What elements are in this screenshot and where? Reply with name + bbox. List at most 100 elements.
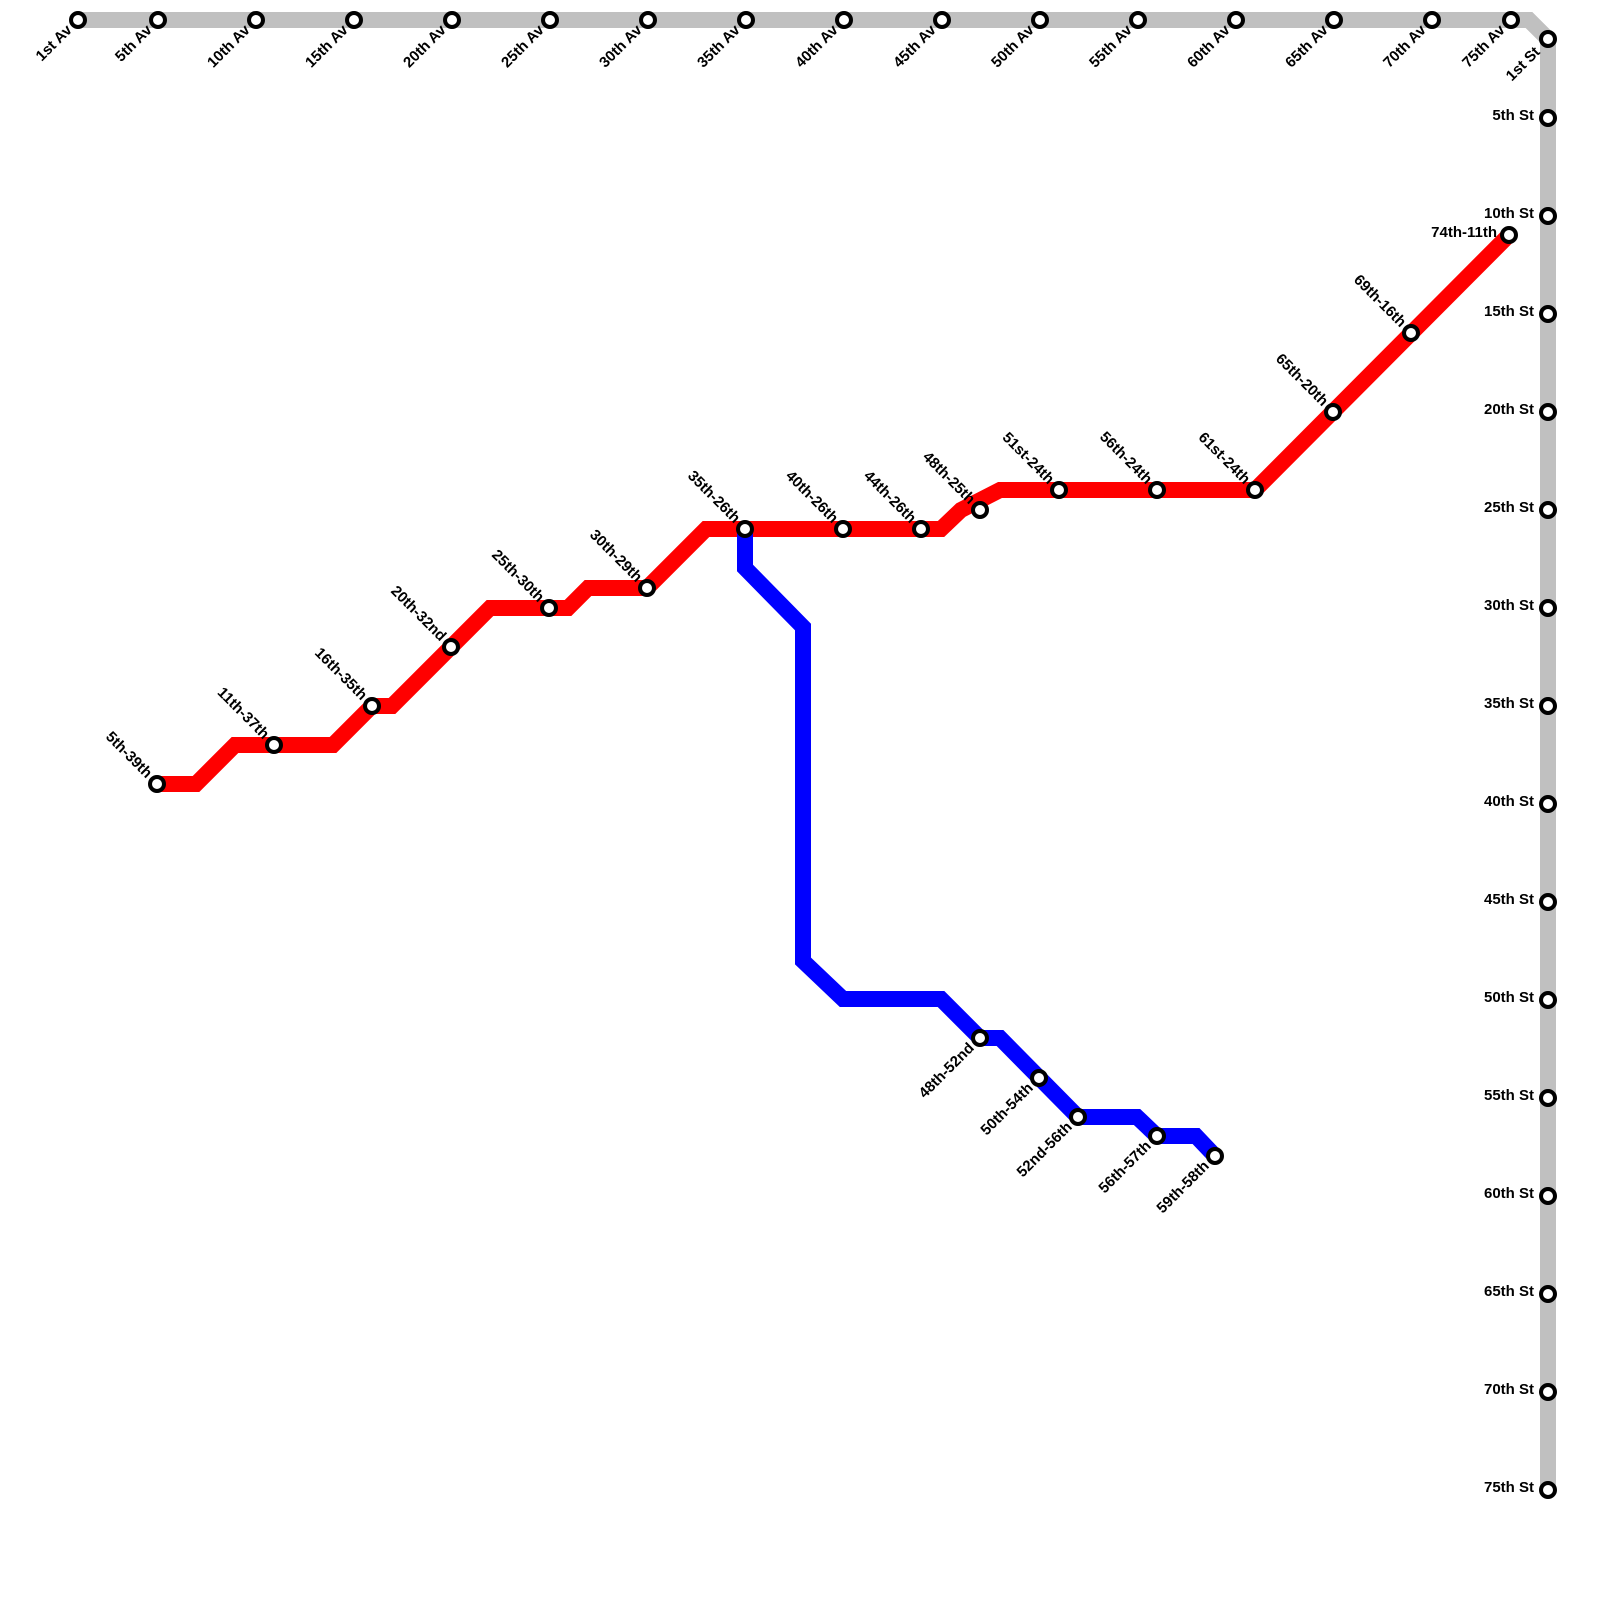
street-label: 30th St <box>1484 597 1534 614</box>
station <box>639 11 657 29</box>
station <box>1246 481 1264 499</box>
street-label: 10th St <box>1484 205 1534 222</box>
street-label: 50th St <box>1484 989 1534 1006</box>
station-label: 40th-26th <box>782 467 841 526</box>
avenue-label: 70th Av <box>1380 21 1430 71</box>
station <box>1539 305 1557 323</box>
station <box>1539 207 1557 225</box>
station <box>737 11 755 29</box>
avenue-label: 30th Av <box>596 21 646 71</box>
station <box>345 11 363 29</box>
station <box>1129 11 1147 29</box>
station-label: 51st-24th <box>999 429 1058 488</box>
station-label: 56th-57th <box>1095 1138 1154 1197</box>
street-label: 35th St <box>1484 695 1534 712</box>
avenue-label: 45th Av <box>890 21 940 71</box>
station-label: 69th-16th <box>1350 271 1409 330</box>
station <box>1148 481 1166 499</box>
station <box>1539 1285 1557 1303</box>
station <box>1539 795 1557 813</box>
avenue-label: 15th Av <box>302 21 352 71</box>
station <box>1539 599 1557 617</box>
station <box>1539 501 1557 519</box>
station <box>1030 1069 1048 1087</box>
station <box>834 520 852 538</box>
avenue-label: 50th Av <box>988 21 1038 71</box>
station <box>1539 893 1557 911</box>
street-label: 45th St <box>1484 891 1534 908</box>
station <box>1227 11 1245 29</box>
station <box>69 11 87 29</box>
station <box>363 697 381 715</box>
avenue-label: 75th Av <box>1459 21 1509 71</box>
station <box>442 638 460 656</box>
avenue-label: 55th Av <box>1086 21 1136 71</box>
station-label: 16th-35th <box>311 644 370 703</box>
street-label: 60th St <box>1484 1185 1534 1202</box>
street-label: 70th St <box>1484 1381 1534 1398</box>
station <box>1031 11 1049 29</box>
station <box>1206 1147 1224 1165</box>
station <box>971 501 989 519</box>
station-label: 5th-39th <box>102 728 155 781</box>
station <box>1539 1089 1557 1107</box>
station <box>148 775 166 793</box>
avenue-label: 1st Av <box>33 21 77 65</box>
station <box>1539 1383 1557 1401</box>
station-label: 25th-30th <box>488 546 547 605</box>
station <box>1539 697 1557 715</box>
station <box>1325 11 1343 29</box>
street-label: 20th St <box>1484 401 1534 418</box>
station <box>1539 109 1557 127</box>
station <box>971 1029 989 1047</box>
station-label: 74th-11th <box>1431 224 1497 241</box>
street-label: 65th St <box>1484 1283 1534 1300</box>
station <box>1402 324 1420 342</box>
station-label: 44th-26th <box>860 467 919 526</box>
station <box>736 520 754 538</box>
station-label: 48th-52nd <box>916 1040 978 1102</box>
station <box>1502 11 1520 29</box>
station-label: 65th-20th <box>1272 350 1331 409</box>
station <box>265 736 283 754</box>
street-label: 15th St <box>1484 303 1534 320</box>
gray-line <box>78 12 1556 1489</box>
station <box>1539 1481 1557 1499</box>
blue-line <box>737 529 1221 1162</box>
station-label: 30th-29th <box>586 526 645 585</box>
street-label: 75th St <box>1484 1479 1534 1496</box>
station <box>1539 403 1557 421</box>
avenue-label: 20th Av <box>400 21 450 71</box>
station <box>1050 481 1068 499</box>
station <box>1500 226 1518 244</box>
avenue-label: 10th Av <box>204 21 254 71</box>
station-label: 20th-32nd <box>387 583 449 645</box>
station <box>149 11 167 29</box>
avenue-label: 35th Av <box>694 21 744 71</box>
station <box>912 520 930 538</box>
station-label: 35th-26th <box>684 467 743 526</box>
station-label: 50th-54th <box>977 1080 1036 1139</box>
station <box>1324 403 1342 421</box>
station <box>1148 1127 1166 1145</box>
station-label: 61st-24th <box>1195 429 1254 488</box>
station <box>1539 1187 1557 1205</box>
street-label: 1st St <box>1503 44 1544 85</box>
station <box>1423 11 1441 29</box>
station <box>443 11 461 29</box>
station <box>540 599 558 617</box>
station-label: 59th-58th <box>1153 1158 1212 1217</box>
station <box>835 11 853 29</box>
station-label: 52nd-56th <box>1014 1119 1076 1181</box>
station-label: 56th-24th <box>1096 428 1155 487</box>
station <box>933 11 951 29</box>
avenue-label: 65th Av <box>1282 21 1332 71</box>
station <box>541 11 559 29</box>
station-label: 11th-37th <box>214 684 273 743</box>
red-line <box>157 229 1515 792</box>
station <box>1069 1108 1087 1126</box>
station <box>1539 991 1557 1009</box>
station <box>247 11 265 29</box>
street-label: 40th St <box>1484 793 1534 810</box>
station <box>1539 30 1557 48</box>
